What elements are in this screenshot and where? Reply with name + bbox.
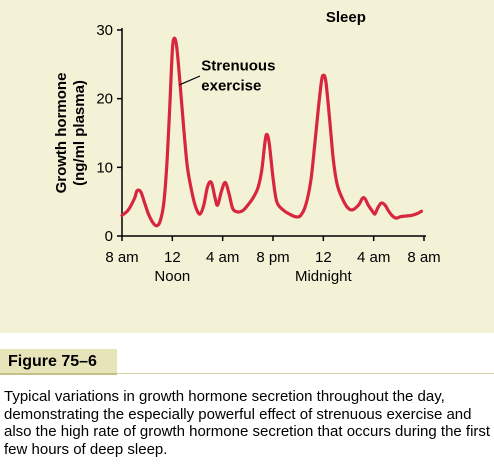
y-tick-label: 10 <box>96 159 113 176</box>
y-axis-label: Growth hormone (ng/ml plasma) <box>53 73 88 194</box>
y-axis-label-line: Growth hormone <box>53 73 70 194</box>
y-axis-label-line: (ng/ml plasma) <box>71 80 88 186</box>
figure-label: Figure 75–6 <box>0 349 117 375</box>
growth-hormone-series-line <box>120 36 424 228</box>
y-tick-label: 30 <box>96 22 113 39</box>
x-tick-label: 4 am <box>206 249 239 266</box>
x-tick-label: 4 am <box>357 249 390 266</box>
x-tick-label: 8 am <box>407 249 440 266</box>
sleep-label: Sleep <box>326 9 366 26</box>
plot-area <box>120 36 424 228</box>
chart-panel: 0 10 20 30 8 am 12 Noon 4 am 8 pm 12 Midnight 4 am… <box>0 0 494 333</box>
x-tick-label: 8 pm <box>256 249 289 266</box>
strenuous-exercise-label-line2: exercise <box>201 77 261 94</box>
x-tick-label: 8 am <box>105 249 138 266</box>
x-tick-sublabel: Noon <box>154 268 190 285</box>
y-axis-ticks: 0 10 20 30 <box>96 22 122 245</box>
x-tick-label: 12 <box>164 249 181 266</box>
exercise-pointer-line <box>179 75 201 86</box>
y-axis-label-group: Growth hormone (ng/ml plasma) <box>53 73 88 194</box>
figure-caption: Typical variations in growth hormone sec… <box>4 388 491 458</box>
y-tick-label: 0 <box>105 228 113 245</box>
chart-annotations: Sleep Strenuous exercise <box>179 9 366 94</box>
x-tick-sublabel: Midnight <box>295 268 353 285</box>
figure-divider <box>117 373 494 374</box>
strenuous-exercise-label: Strenuous <box>201 58 275 75</box>
x-tick-label: 12 <box>315 249 332 266</box>
y-tick-label: 20 <box>96 91 113 108</box>
